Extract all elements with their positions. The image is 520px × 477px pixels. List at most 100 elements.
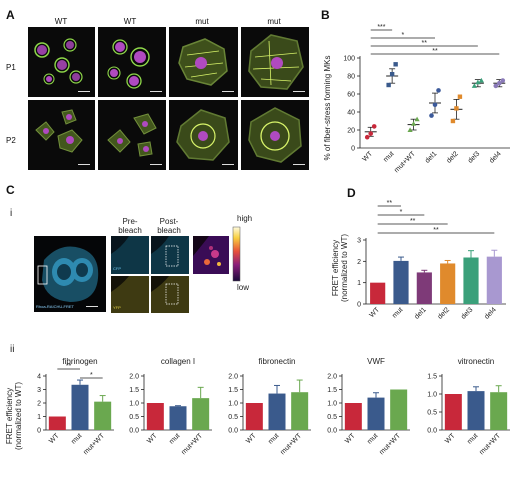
chart-b-point	[457, 94, 463, 99]
ii-ylabel: FRET efficiency (normalized to WT)	[5, 382, 23, 450]
panel-a-letter: A	[6, 8, 15, 22]
chart-ii-collagen-xtick-label: mut	[168, 432, 181, 445]
prebleach-label: Pre- bleach	[118, 217, 142, 235]
chart-b-point	[364, 134, 370, 140]
ii-ylabel-line-1: FRET efficiency	[5, 388, 14, 444]
chart-b-point	[429, 113, 434, 118]
chart-ii-fibronectin-xtick-label: mut+WT	[279, 432, 303, 456]
chart-b-point	[436, 88, 441, 93]
chart-b-point	[500, 78, 506, 83]
chart-ii-fibrinogen-bar	[94, 401, 112, 430]
chart-d-ylabel-1: FRET efficiency	[331, 240, 340, 296]
chart-d-xtick-label: del1	[413, 306, 427, 320]
chart-ii-collagen-bar	[146, 403, 164, 430]
prebleach-cfp: CFP	[111, 236, 149, 274]
panel-a-col-4: mut	[267, 17, 281, 26]
micrograph-mut-p1-b	[241, 27, 309, 97]
panel-a-col-1: WT	[54, 17, 68, 26]
chart-d-ytick-label: 0	[357, 302, 361, 309]
chart-d-sig-label: *	[400, 209, 403, 216]
micrograph-mut-p1-a	[169, 27, 238, 97]
chart-ii-vitronectin-bar	[444, 394, 462, 430]
chart-ii-collagen-bar	[192, 398, 210, 430]
colorbar-high: high	[237, 214, 253, 223]
chart-d-sig-label: **	[433, 227, 439, 234]
chart-b-sig-label: **	[422, 40, 428, 47]
chart-b-ytick-label: 0	[351, 146, 355, 153]
chart-ii-collagen-ytick-label: 0.5	[129, 414, 139, 421]
chart-ii-collagen-ytick-label: 1.5	[129, 387, 139, 394]
chart-b-ytick-label: 100	[343, 56, 355, 63]
colorbar	[232, 226, 241, 282]
chart-ii-vitronectin-xtick-label: WT	[444, 432, 457, 445]
micrograph-mut-p2-a	[169, 100, 238, 170]
chart-d-xtick-label: WT	[368, 306, 381, 319]
chart-ii-collagen-ytick-label: 2.0	[129, 374, 139, 381]
chart-d-sig-label: **	[387, 200, 393, 207]
panel-a-row-p2: P2	[6, 136, 16, 145]
chart-b-ytick-label: 80	[347, 74, 355, 81]
prebleach-yfp: YFP	[111, 276, 149, 313]
chart-ii-fibronectin-ytick-label: 0.0	[228, 428, 238, 435]
chart-ii-vwf-xtick-label: mut+WT	[378, 432, 402, 456]
postbleach-label: Post- bleach	[157, 217, 181, 235]
chart-ii-fibronectin-ytick-label: 2.0	[228, 374, 238, 381]
chart-b: % of fiber-stress forming MKs 0 20 40 60 80 1…	[323, 24, 510, 174]
chart-d-bar	[463, 257, 479, 304]
chart-b-point	[496, 80, 502, 86]
panel-c-sub-ii: ii	[10, 344, 15, 355]
chart-b-point	[475, 79, 481, 85]
chart-b-point	[454, 106, 459, 111]
chart-ii-collagen-xtick-label: WT	[146, 432, 159, 445]
chart-ii-vitronectin-ytick-label: 0.5	[427, 410, 437, 417]
chart-ii-vwf-bar	[390, 389, 408, 430]
chart-ii-fibronectin-ytick-label: 1.0	[228, 401, 238, 408]
chart-ii-fibrinogen-ytick-label: 0	[37, 428, 41, 435]
micrograph-wt-p2-b	[98, 100, 166, 170]
chart-ii-collagen-ytick-label: 1.0	[129, 401, 139, 408]
chart-ii-fibrinogen-ytick-label: 4	[37, 374, 41, 381]
chart-b-ylabel: % of fiber-stress forming MKs	[323, 56, 332, 161]
cfp-label-pre: CFP	[113, 266, 121, 271]
chart-ii-vitronectin-bar	[467, 391, 485, 430]
chart-b-point	[478, 77, 484, 83]
chart-ii-fibronectin-bar	[245, 403, 263, 430]
colorbar-low: low	[237, 283, 250, 292]
chart-b-ytick-label: 40	[347, 110, 355, 117]
chart-ii-fibrinogen-sig-label: **	[66, 363, 72, 370]
chart-d-ytick-label: 2	[357, 259, 361, 266]
chart-ii-fibronectin-xtick-label: WT	[245, 432, 258, 445]
chart-ii-vitronectin-xtick-label: mut+WT	[478, 432, 502, 456]
chart-ii-vwf-ytick-label: 0.0	[327, 428, 337, 435]
chart-ii-vwf-ytick-label: 1.5	[327, 387, 337, 394]
chart-b-xtick-label: del3	[467, 150, 481, 164]
chart-ii-fibrinogen-xtick-label: mut+WT	[82, 432, 106, 456]
chart-b-point	[371, 124, 377, 129]
chart-b-xtick-label: mut+WT	[393, 150, 417, 174]
chart-b-point	[407, 127, 413, 132]
chart-ii-fibrinogen-xtick-label: WT	[48, 432, 61, 445]
chart-b-point	[432, 102, 438, 108]
chart-d-ylabel-2: (normalized to WT)	[340, 234, 349, 302]
chart-b-sig-label: *	[401, 32, 404, 39]
chart-d-sig-label: **	[410, 218, 416, 225]
chart-ii-vwf-ytick-label: 1.0	[327, 401, 337, 408]
panel-d-letter: D	[347, 186, 356, 200]
micrograph-wt-p2-a	[28, 100, 95, 170]
chart-d-bar	[416, 272, 432, 304]
chart-b-ytick-label: 20	[347, 128, 355, 135]
chart-ii-fibronectin-title: fibronectin	[259, 357, 296, 366]
postbleach-cfp	[151, 236, 189, 274]
chart-ii-fibrinogen-ytick-label: 3	[37, 387, 41, 394]
panel-a-row-p1: P1	[6, 63, 16, 72]
chart-ii-collagen-bar	[169, 406, 187, 430]
panel-c-sub-i: i	[10, 208, 13, 219]
chart-b-point	[414, 116, 420, 122]
chart-b-xtick-label: del1	[424, 150, 438, 164]
chart-b-xtick-label: del2	[446, 150, 460, 164]
probe-label: Rhoa-RAICHU-FRET	[36, 304, 75, 309]
panel-a-col-3: mut	[195, 17, 209, 26]
chart-ii-vwf-title: VWF	[367, 357, 385, 366]
